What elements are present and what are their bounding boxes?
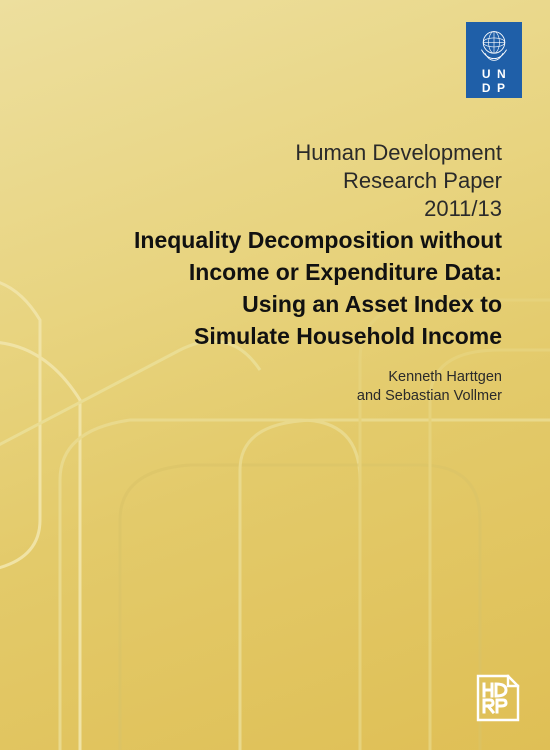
title-line: Simulate Household Income <box>48 322 502 350</box>
title-line: Using an Asset Index to <box>48 290 502 318</box>
cover-text-block: Human Development Research Paper 2011/13… <box>48 140 502 406</box>
undp-letter: P <box>497 82 506 94</box>
undp-letter: U <box>482 68 491 80</box>
series-issue: 2011/13 <box>48 196 502 222</box>
globe-icon <box>476 28 512 64</box>
series-line: Research Paper <box>48 168 502 194</box>
author-line: and Sebastian Vollmer <box>48 387 502 406</box>
title-line: Income or Expenditure Data: <box>48 258 502 286</box>
undp-letters: U N D P <box>482 68 506 94</box>
series-line: Human Development <box>48 140 502 166</box>
cover-page: U N D P Human Development Research Paper… <box>0 0 550 750</box>
undp-letter: D <box>482 82 491 94</box>
author-line: Kenneth Harttgen <box>48 368 502 387</box>
hdrp-logo <box>474 670 522 726</box>
undp-logo: U N D P <box>466 22 522 98</box>
undp-letter: N <box>497 68 506 80</box>
title-line: Inequality Decomposition without <box>48 226 502 254</box>
